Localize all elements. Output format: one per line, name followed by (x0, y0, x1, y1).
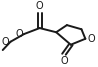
Text: O: O (87, 34, 95, 44)
Text: O: O (2, 37, 10, 47)
Text: O: O (15, 29, 23, 39)
Text: O: O (60, 56, 68, 66)
Text: O: O (36, 1, 44, 11)
